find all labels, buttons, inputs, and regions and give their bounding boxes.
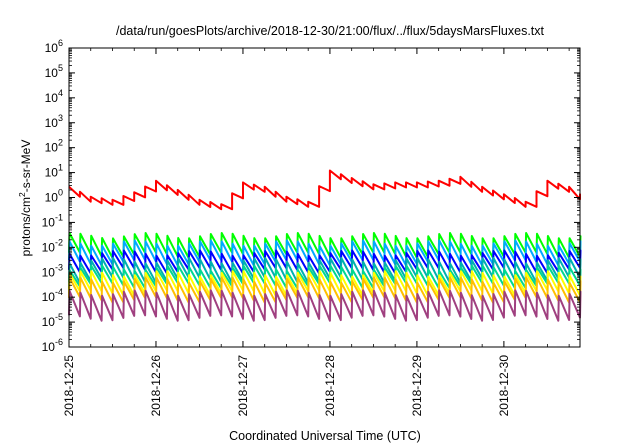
x-tick-label: 2018-12-26: [149, 355, 163, 417]
y-tick-label: 10-6: [42, 337, 63, 354]
y-tick-base: 10: [45, 66, 59, 80]
chart-title: /data/run/goesPlots/archive/2018-12-30/2…: [116, 24, 545, 38]
y-tick-exponent: 5: [58, 63, 63, 73]
y-tick-label: 105: [45, 63, 63, 80]
y-tick-label: 101: [45, 163, 63, 180]
y-tick-exponent: 1: [58, 163, 63, 173]
y-tick-exponent: -5: [55, 312, 63, 322]
y-tick-label: 10-3: [42, 262, 63, 279]
y-tick-exponent: 2: [58, 138, 63, 148]
y-tick-exponent: -1: [55, 212, 63, 222]
y-axis-label-superscript: 2: [17, 192, 27, 197]
x-tick-label: 2018-12-25: [62, 355, 76, 417]
y-tick-base: 10: [45, 41, 59, 55]
y-axis-label-rest: -s-sr-MeV: [19, 140, 33, 193]
y-axis-ticks: 10-610-510-410-310-210-11001011021031041…: [42, 38, 580, 354]
y-tick-exponent: 6: [58, 38, 63, 48]
series-line-1: [68, 169, 581, 211]
y-tick-exponent: 3: [58, 113, 63, 123]
y-tick-base: 10: [42, 265, 56, 279]
series-line-9: [68, 289, 582, 322]
y-tick-base: 10: [45, 166, 59, 180]
x-axis-label: Coordinated Universal Time (UTC): [229, 429, 421, 443]
y-tick-label: 106: [45, 38, 63, 55]
y-tick-label: 100: [45, 188, 63, 205]
y-tick-base: 10: [45, 141, 59, 155]
x-tick-label: 2018-12-27: [236, 355, 250, 417]
y-axis-label-main: protons/cm: [19, 197, 33, 256]
y-tick-base: 10: [42, 340, 56, 354]
y-tick-base: 10: [42, 315, 56, 329]
y-tick-exponent: 0: [58, 188, 63, 198]
y-tick-exponent: -3: [55, 262, 63, 272]
x-axis-ticks: 2018-12-25 2018-12-26 2018-12-27 2018-12-28…: [62, 48, 570, 417]
svg-text:protons/cm2-s-sr-MeV: protons/cm2-s-sr-MeV: [17, 140, 33, 257]
y-tick-base: 10: [42, 290, 56, 304]
y-tick-label: 10-2: [42, 237, 63, 254]
y-tick-exponent: -4: [55, 287, 63, 297]
y-tick-label: 102: [45, 138, 63, 155]
x-tick-label: 2018-12-29: [410, 355, 424, 417]
y-tick-base: 10: [42, 240, 56, 254]
series-layer: [68, 169, 582, 322]
y-tick-label: 10-4: [42, 287, 63, 304]
y-tick-label: 10-5: [42, 312, 63, 329]
y-axis-label: protons/cm2-s-sr-MeV: [17, 140, 33, 257]
y-tick-label: 104: [45, 88, 63, 105]
y-tick-exponent: 4: [58, 88, 63, 98]
x-tick-label: 2018-12-28: [323, 355, 337, 417]
x-tick-label: 2018-12-30: [497, 355, 511, 417]
y-tick-exponent: -6: [55, 337, 63, 347]
y-tick-label: 10-1: [42, 212, 63, 229]
y-tick-base: 10: [45, 191, 59, 205]
y-tick-exponent: -2: [55, 237, 63, 247]
y-tick-base: 10: [45, 91, 59, 105]
y-tick-label: 103: [45, 113, 63, 130]
y-tick-base: 10: [45, 116, 59, 130]
y-tick-base: 10: [42, 215, 56, 229]
